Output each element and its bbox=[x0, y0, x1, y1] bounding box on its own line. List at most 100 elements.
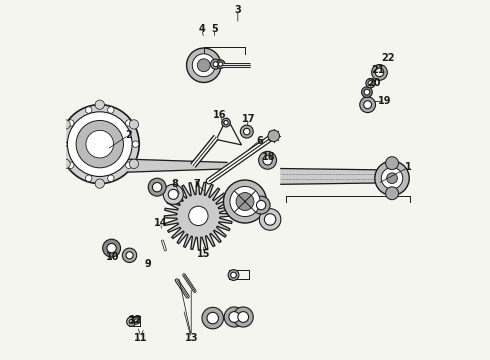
Circle shape bbox=[126, 317, 136, 326]
Text: 14: 14 bbox=[154, 218, 168, 228]
Circle shape bbox=[259, 209, 281, 230]
Text: 13: 13 bbox=[184, 333, 198, 343]
Circle shape bbox=[76, 121, 123, 168]
Circle shape bbox=[189, 206, 208, 226]
Circle shape bbox=[197, 59, 210, 72]
Circle shape bbox=[68, 162, 74, 168]
Circle shape bbox=[61, 141, 67, 147]
Text: 18: 18 bbox=[262, 152, 275, 162]
Circle shape bbox=[95, 179, 104, 188]
Circle shape bbox=[68, 120, 74, 126]
Text: 7: 7 bbox=[193, 179, 200, 189]
Circle shape bbox=[163, 184, 183, 204]
Circle shape bbox=[386, 157, 398, 170]
Text: 17: 17 bbox=[242, 114, 255, 124]
Circle shape bbox=[256, 201, 266, 210]
Text: 8: 8 bbox=[172, 179, 178, 189]
Circle shape bbox=[268, 130, 279, 141]
Circle shape bbox=[223, 180, 267, 223]
Circle shape bbox=[211, 59, 220, 69]
Circle shape bbox=[229, 312, 240, 322]
Circle shape bbox=[364, 101, 371, 109]
Text: 22: 22 bbox=[382, 53, 395, 63]
Circle shape bbox=[207, 312, 219, 324]
Circle shape bbox=[240, 125, 253, 138]
Circle shape bbox=[381, 167, 403, 189]
Circle shape bbox=[202, 307, 223, 329]
Circle shape bbox=[107, 243, 116, 253]
Circle shape bbox=[366, 78, 375, 88]
Circle shape bbox=[168, 189, 178, 199]
Text: 16: 16 bbox=[213, 111, 227, 121]
Text: 12: 12 bbox=[129, 315, 143, 325]
Text: 9: 9 bbox=[145, 259, 151, 269]
Circle shape bbox=[231, 272, 236, 278]
Circle shape bbox=[187, 48, 221, 82]
Circle shape bbox=[129, 159, 139, 168]
Circle shape bbox=[386, 187, 398, 200]
Circle shape bbox=[364, 89, 370, 95]
Text: 6: 6 bbox=[256, 136, 263, 145]
Circle shape bbox=[238, 312, 248, 322]
Circle shape bbox=[85, 107, 92, 113]
Circle shape bbox=[85, 175, 92, 181]
Circle shape bbox=[126, 252, 133, 259]
Circle shape bbox=[228, 270, 239, 280]
Circle shape bbox=[132, 141, 139, 147]
Circle shape bbox=[236, 193, 254, 211]
Circle shape bbox=[125, 162, 132, 168]
Polygon shape bbox=[164, 182, 232, 250]
Circle shape bbox=[244, 129, 250, 135]
Text: 2: 2 bbox=[125, 130, 132, 140]
Circle shape bbox=[362, 87, 372, 98]
Circle shape bbox=[122, 248, 137, 262]
Text: 10: 10 bbox=[105, 252, 119, 262]
Circle shape bbox=[224, 307, 245, 327]
Circle shape bbox=[68, 112, 132, 176]
Circle shape bbox=[230, 186, 260, 217]
Circle shape bbox=[61, 120, 70, 129]
Polygon shape bbox=[128, 159, 227, 172]
Circle shape bbox=[265, 214, 276, 225]
Circle shape bbox=[224, 121, 228, 125]
Circle shape bbox=[216, 60, 225, 68]
Circle shape bbox=[148, 178, 166, 196]
Circle shape bbox=[371, 64, 388, 80]
Circle shape bbox=[102, 239, 121, 257]
Circle shape bbox=[387, 173, 397, 184]
Text: 4: 4 bbox=[198, 24, 205, 35]
Circle shape bbox=[219, 62, 223, 66]
Circle shape bbox=[221, 118, 230, 127]
Circle shape bbox=[129, 319, 133, 324]
Text: 11: 11 bbox=[134, 333, 148, 343]
Text: 21: 21 bbox=[371, 64, 385, 75]
Circle shape bbox=[108, 175, 114, 181]
Circle shape bbox=[133, 317, 140, 324]
Circle shape bbox=[129, 120, 139, 129]
Polygon shape bbox=[281, 168, 395, 184]
Circle shape bbox=[60, 105, 139, 184]
Circle shape bbox=[375, 68, 384, 77]
Circle shape bbox=[360, 97, 375, 113]
Circle shape bbox=[252, 196, 270, 214]
Circle shape bbox=[125, 120, 132, 126]
Circle shape bbox=[213, 62, 218, 67]
Circle shape bbox=[152, 183, 162, 192]
Circle shape bbox=[233, 307, 253, 327]
Circle shape bbox=[192, 54, 215, 77]
Circle shape bbox=[61, 159, 70, 168]
Circle shape bbox=[135, 319, 138, 322]
Text: 19: 19 bbox=[378, 96, 392, 106]
Circle shape bbox=[368, 81, 373, 86]
Text: 20: 20 bbox=[368, 78, 381, 88]
Circle shape bbox=[86, 130, 114, 158]
Circle shape bbox=[259, 151, 276, 169]
Text: 5: 5 bbox=[211, 24, 218, 35]
Circle shape bbox=[108, 107, 114, 113]
Text: 15: 15 bbox=[197, 248, 211, 258]
Circle shape bbox=[95, 100, 104, 109]
Text: 1: 1 bbox=[405, 162, 412, 172]
Circle shape bbox=[263, 156, 272, 165]
Circle shape bbox=[375, 161, 409, 195]
Text: 3: 3 bbox=[234, 5, 241, 15]
